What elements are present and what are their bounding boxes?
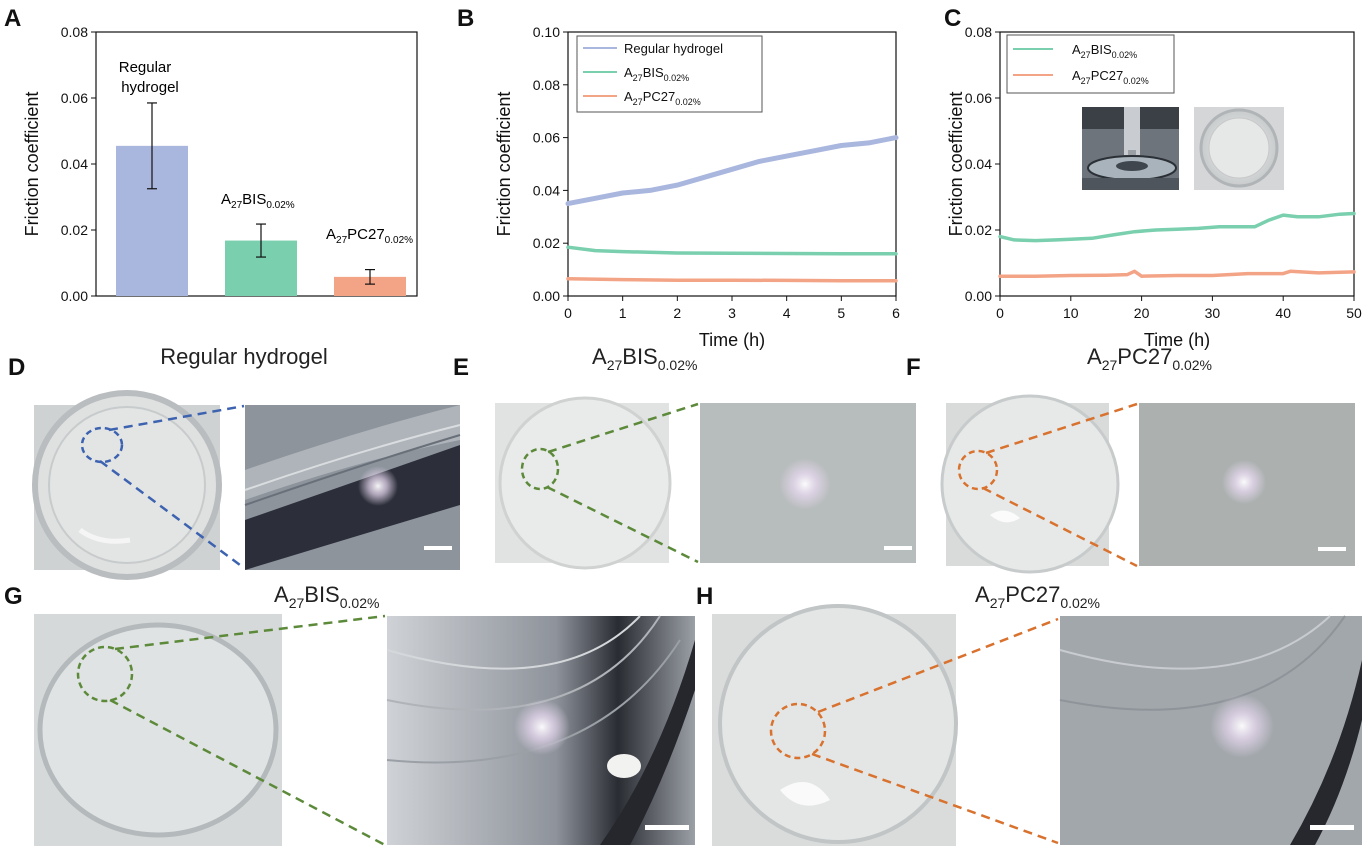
y-tick-label: 0.02 <box>965 222 992 238</box>
y-tick-label: 0.06 <box>965 90 992 106</box>
x-tick-label: 0 <box>564 305 572 321</box>
photo-title-regular: Regular hydrogel <box>160 344 328 369</box>
photo-title-pc-f: A27PC270.02% <box>1087 344 1212 373</box>
bar-label-regular-line2: hydrogel <box>121 79 179 96</box>
series-line <box>998 269 1356 278</box>
inset-photo-dish <box>1194 107 1284 190</box>
panel-c: C 0.00 0.02 0.04 0.06 0.08 0 10 20 30 40 50 Time (h… <box>944 5 1362 350</box>
photo-f-sample <box>940 394 1120 574</box>
panel-label-f: F <box>906 354 921 381</box>
photo-d-sample <box>32 390 222 580</box>
photo-h-micrograph <box>1059 615 1362 845</box>
photo-title-pc-h: A27PC270.02% <box>975 582 1100 611</box>
y-tick-label: 0.06 <box>533 130 560 146</box>
x-tick-label: 50 <box>1346 305 1362 321</box>
scale-bar <box>1310 825 1354 830</box>
x-tick-label: 6 <box>892 305 900 321</box>
y-tick-label: 0.04 <box>965 156 992 172</box>
y-tick-label: 0.10 <box>533 24 560 40</box>
x-tick-label: 1 <box>619 305 627 321</box>
x-axis-label: Time (h) <box>1144 330 1210 350</box>
scale-bar <box>1318 547 1346 551</box>
bar-label-bis: A27BIS0.02% <box>221 191 295 211</box>
bar-label-regular-line1: Regular <box>119 59 172 76</box>
series-line <box>565 135 899 207</box>
photo-e-sample <box>495 396 672 570</box>
photo-d-micrograph <box>244 405 461 570</box>
legend-c: A27BIS0.02% A27PC270.02% <box>1006 34 1175 94</box>
inset-photo-tribometer <box>1082 107 1179 190</box>
panel-a: A 0.00 0.02 0.04 0.06 0.08 Friction coefficie… <box>4 5 418 304</box>
scale-bar <box>645 825 689 830</box>
y-axis-label: Friction coefficient <box>22 92 42 237</box>
y-tick-label: 0.08 <box>61 24 88 40</box>
photo-g-sample <box>34 614 282 846</box>
y-tick-label: 0.02 <box>533 235 560 251</box>
panel-f: F A27PC270.02% <box>906 344 1355 574</box>
series-line <box>566 245 898 256</box>
photo-f-micrograph <box>1139 403 1355 566</box>
photo-h-sample <box>712 604 958 846</box>
x-tick-label: 2 <box>673 305 681 321</box>
legend-c-text-pc: A27PC270.02% <box>1072 68 1149 86</box>
photo-g-micrograph <box>386 615 695 845</box>
bar-chart-axes: 0.00 0.02 0.04 0.06 0.08 Friction coefficient <box>22 24 418 304</box>
panel-label-b: B <box>457 5 474 32</box>
photo-title-bis-e: A27BIS0.02% <box>592 344 697 373</box>
panel-label-a: A <box>4 5 21 32</box>
panel-h: H A27PC270.02% <box>696 582 1362 846</box>
legend-text-pc: A27PC270.02% <box>624 89 701 107</box>
y-axis-label: Friction coefficient <box>494 92 514 237</box>
y-tick-label: 0.00 <box>61 288 88 304</box>
panel-label-e: E <box>453 354 469 381</box>
y-tick-label: 0.04 <box>533 182 560 198</box>
y-tick-label: 0.06 <box>61 90 88 106</box>
series-line <box>998 211 1356 243</box>
x-tick-label: 20 <box>1134 305 1150 321</box>
x-tick-label: 3 <box>728 305 736 321</box>
legend-text-regular: Regular hydrogel <box>624 41 723 56</box>
panel-g: G A27BIS0.02% <box>4 582 695 847</box>
photo-title-bis-g: A27BIS0.02% <box>274 582 379 611</box>
panel-label-c: C <box>944 5 961 32</box>
line-chart-c-marks <box>998 211 1356 278</box>
x-tick-label: 10 <box>1063 305 1079 321</box>
y-tick-label: 0.08 <box>965 24 992 40</box>
panel-label-h: H <box>696 583 713 610</box>
scale-bar <box>884 546 912 550</box>
legend-c-text-bis: A27BIS0.02% <box>1072 42 1137 60</box>
y-tick-label: 0.02 <box>61 222 88 238</box>
y-tick-label: 0.00 <box>533 288 560 304</box>
panel-d: D Regular hydrogel <box>8 344 461 580</box>
panel-label-d: D <box>8 354 25 381</box>
line-chart-b-axes: 0.00 0.02 0.04 0.06 0.08 0.10 0 1 2 3 4 5 6 Time (h) F… <box>494 24 900 350</box>
x-tick-label: 4 <box>783 305 791 321</box>
x-tick-label: 30 <box>1205 305 1221 321</box>
x-tick-label: 40 <box>1275 305 1291 321</box>
series-line <box>566 277 898 283</box>
photo-e-micrograph <box>700 403 916 563</box>
y-tick-label: 0.08 <box>533 77 560 93</box>
x-axis-label: Time (h) <box>699 330 765 350</box>
scale-bar <box>424 546 452 550</box>
bar-chart-marks <box>116 102 406 296</box>
x-tick-label: 5 <box>837 305 845 321</box>
bar-label-pc: A27PC270.02% <box>326 226 413 246</box>
y-tick-label: 0.04 <box>61 156 88 172</box>
y-axis-label: Friction coefficient <box>946 92 966 237</box>
legend-b: Regular hydrogel A27BIS0.02% A27PC270.02… <box>576 35 763 113</box>
panel-e: E A27BIS0.02% <box>453 344 916 570</box>
x-tick-label: 0 <box>996 305 1004 321</box>
panel-b: B 0.00 0.02 0.04 0.06 0.08 0.10 0 1 2 3 4 5 6 Time (h… <box>457 5 900 350</box>
y-tick-label: 0.00 <box>965 288 992 304</box>
line-chart-c-axes: 0.00 0.02 0.04 0.06 0.08 0 10 20 30 40 50 Time (h) F… <box>946 24 1362 350</box>
panel-label-g: G <box>4 583 23 610</box>
line-chart-b-marks <box>565 135 899 283</box>
legend-text-bis: A27BIS0.02% <box>624 65 689 83</box>
bar <box>334 276 406 296</box>
